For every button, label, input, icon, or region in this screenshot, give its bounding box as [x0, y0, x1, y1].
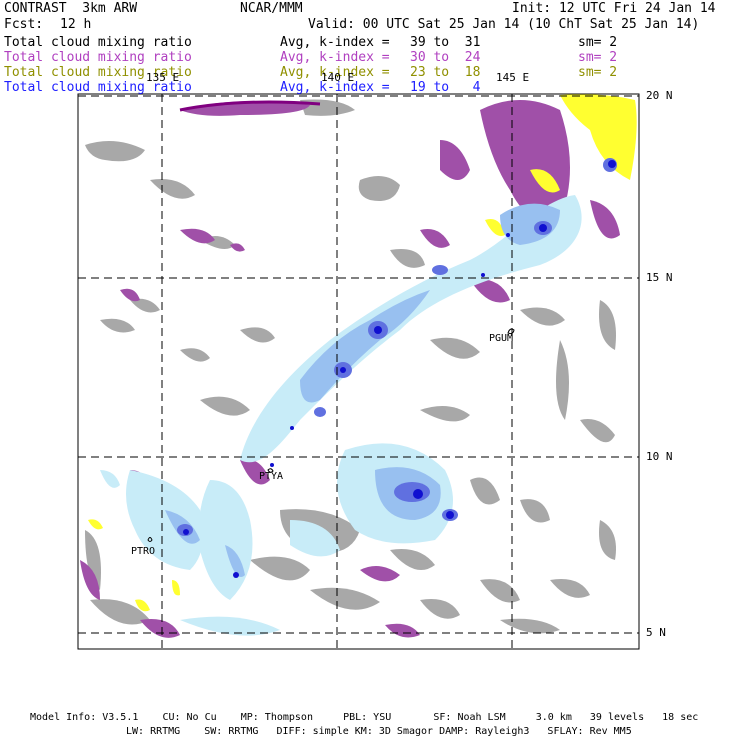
station-label-pgum: PGUM [489, 333, 514, 344]
station-marker-pgum [507, 328, 515, 335]
lat-label-20: 20 N [646, 89, 673, 102]
map-frame [77, 93, 640, 650]
legend-avg: Avg, k-index = [280, 80, 390, 95]
legend-avg: Avg, k-index = [280, 50, 390, 65]
lon-label-135: 135 E [146, 71, 180, 84]
legend-avg: Avg, k-index = [280, 65, 390, 80]
footer-model-info: Model Info: V3.5.1 CU: No Cu MP: Thompso… [30, 712, 699, 723]
lon-label-145: 145 E [496, 71, 530, 84]
darkblue-cloud-layer [183, 160, 616, 578]
legend-range: 23 to 18 [410, 65, 481, 80]
legend-name: Total cloud mixing ratio [4, 65, 192, 80]
cloud-fields [80, 94, 637, 638]
lon-label-140: 140 E [321, 71, 355, 84]
legend-sm: sm= 2 [578, 35, 618, 50]
lat-label-15: 15 N [646, 271, 673, 284]
purple-cloud-layer [80, 100, 620, 638]
valid-time: Valid: 00 UTC Sat 25 Jan 14 (10 ChT Sat … [308, 17, 700, 32]
legend-range: 39 to 31 [410, 35, 481, 50]
legend-sm: sm= 2 [578, 65, 618, 80]
legend-range: 30 to 24 [410, 50, 481, 65]
legend-range: 19 to 4 [410, 80, 481, 95]
lat-label-10: 10 N [646, 450, 673, 463]
station-label-ptya: PTYA [259, 471, 284, 482]
gridlines [78, 94, 639, 649]
station-marker-ptro [147, 537, 153, 542]
legend-name: Total cloud mixing ratio [4, 80, 192, 95]
station-markers [147, 328, 515, 542]
init-time: Init: 12 UTC Fri 24 Jan 14 [512, 1, 716, 16]
forecast-hour: 12 h [60, 17, 92, 32]
organization: NCAR/MMM [240, 1, 303, 16]
legend-avg: Avg, k-index = [280, 35, 390, 50]
legend-name: Total cloud mixing ratio [4, 35, 192, 50]
station-label-ptro: PTRO [131, 546, 156, 557]
footer-physics-info: LW: RRTMG SW: RRTMG DIFF: simple KM: 3D … [126, 726, 632, 737]
forecast-label: Fcst: [4, 17, 44, 32]
model-title: CONTRAST 3km ARW [4, 1, 138, 16]
legend-sm: sm= 2 [578, 50, 618, 65]
dark-purple-band [179, 100, 321, 112]
legend-name: Total cloud mixing ratio [4, 50, 192, 65]
station-marker-ptya [267, 468, 274, 473]
lat-label-5: 5 N [646, 626, 666, 639]
